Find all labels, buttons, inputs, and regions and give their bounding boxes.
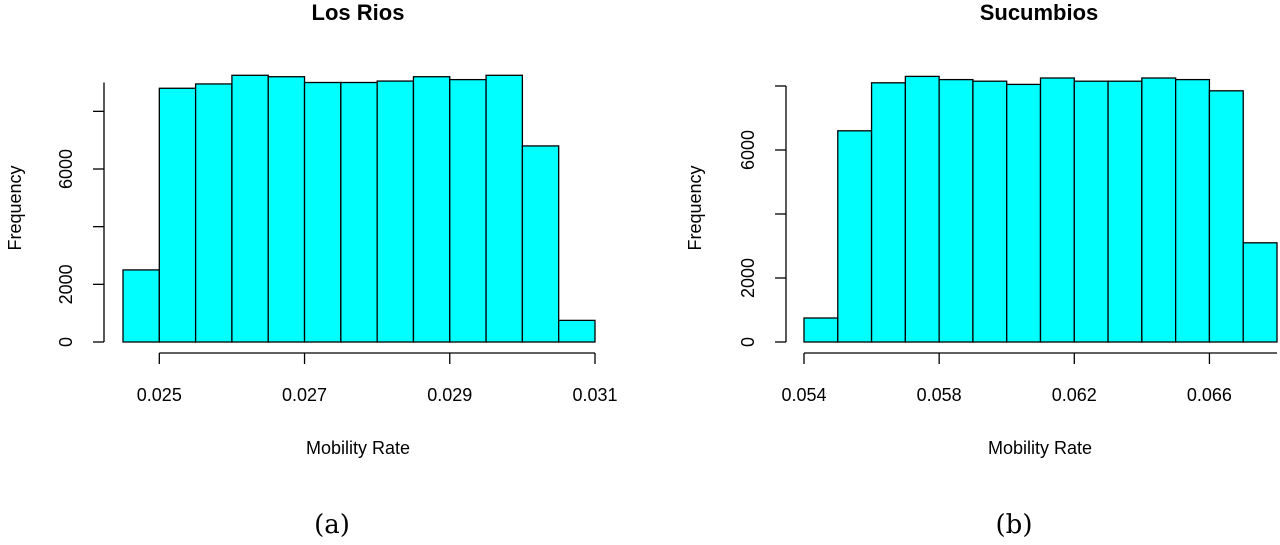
y-axis-label: Frequency — [685, 165, 705, 250]
histogram-bar — [1107, 80, 1143, 343]
x-tick-label: 0.025 — [137, 385, 182, 405]
histogram-bar — [1006, 83, 1042, 343]
y-tick-label: 6000 — [738, 130, 758, 170]
histogram-bar — [938, 78, 974, 343]
histogram-bar — [521, 145, 560, 343]
x-tick-label: 0.058 — [917, 385, 962, 405]
panel-caption: (b) — [996, 510, 1033, 540]
x-tick-label: 0.066 — [1187, 385, 1232, 405]
y-tick-label: 2000 — [56, 264, 76, 304]
histogram-bar — [972, 80, 1008, 343]
histogram-bar — [122, 269, 160, 343]
bars-sucumbios — [803, 75, 1278, 343]
histogram-bar — [485, 74, 524, 343]
histogram-bar — [837, 130, 873, 343]
histogram-bar — [1141, 77, 1177, 343]
x-axis-los-rios: 0.025 0.027 0.029 0.031 — [137, 352, 618, 405]
x-tick-label: 0.054 — [781, 385, 826, 405]
chart-title: Sucumbios — [980, 0, 1099, 25]
histogram-bar — [1039, 77, 1075, 343]
x-tick-label: 0.027 — [282, 385, 327, 405]
y-tick-label: 0 — [56, 337, 76, 347]
y-axis-los-rios: 0 2000 6000 — [56, 82, 105, 347]
bars-los-rios — [122, 74, 596, 343]
histogram-bar — [1073, 80, 1109, 343]
histogram-bar — [449, 78, 487, 343]
histogram-bar — [1174, 78, 1211, 343]
x-tick-label: 0.029 — [427, 385, 472, 405]
y-axis-label: Frequency — [5, 165, 25, 250]
histogram-bar — [376, 80, 415, 343]
histogram-bar — [1208, 90, 1244, 343]
histogram-bar — [1242, 242, 1278, 343]
x-tick-label: 0.031 — [572, 385, 617, 405]
histogram-bar — [558, 319, 596, 343]
y-tick-label: 0 — [738, 337, 758, 347]
y-axis-sucumbios: 0 2000 6000 — [738, 85, 787, 347]
histogram-bar — [194, 83, 233, 343]
histogram-bar — [303, 81, 342, 343]
histogram-bar — [267, 76, 306, 343]
histogram-bar — [904, 75, 940, 343]
histogram-bar — [158, 87, 197, 343]
x-axis-sucumbios: 0.054 0.058 0.062 0.066 — [781, 352, 1277, 405]
histogram-bar — [412, 76, 451, 343]
histogram-bar — [340, 81, 378, 343]
y-tick-label: 2000 — [738, 258, 758, 298]
x-axis-label: Mobility Rate — [306, 438, 410, 458]
histogram-bar — [803, 317, 839, 343]
panel-sucumbios: Sucumbios 0.054 0.058 0.062 0.066 0 2000 6000… — [685, 0, 1278, 540]
histogram-bar — [231, 74, 269, 343]
chart-title: Los Rios — [312, 0, 405, 25]
panel-los-rios: Los Rios 0.025 0.027 0.029 0.031 020006000 … — [5, 0, 618, 540]
x-tick-label: 0.062 — [1052, 385, 1097, 405]
panel-caption: (a) — [314, 510, 350, 540]
x-axis-label: Mobility Rate — [988, 438, 1092, 458]
histogram-bar — [870, 82, 907, 343]
y-tick-label: 6000 — [56, 149, 76, 189]
